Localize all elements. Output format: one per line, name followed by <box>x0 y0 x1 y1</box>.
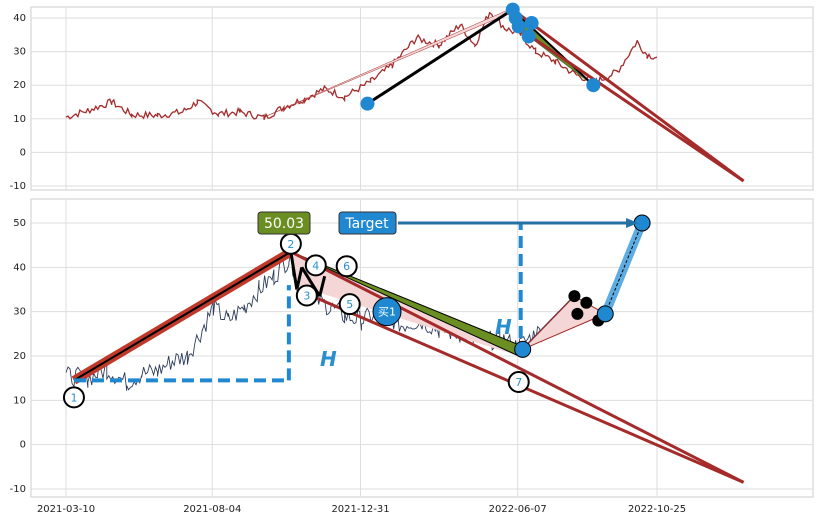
pivot-point <box>511 19 526 34</box>
x-tick-label: 2022-06-07 <box>489 504 547 515</box>
pattern-point-marker <box>335 255 358 278</box>
zigzag-segment <box>318 275 327 297</box>
channel-line <box>514 25 745 183</box>
y-tick-label: 0 <box>20 147 26 158</box>
pivot-point <box>586 78 601 93</box>
pattern-point-marker <box>62 386 85 409</box>
y-tick-label: 10 <box>13 395 26 406</box>
x-tick-label: 2021-03-10 <box>37 504 95 515</box>
y-tick-label: 40 <box>13 262 26 273</box>
channel-line <box>290 250 745 484</box>
pivot-point <box>360 96 375 111</box>
target-box <box>338 211 397 235</box>
height-label-left: H <box>320 347 337 371</box>
pattern-point-label: 1 <box>70 391 77 404</box>
panel-frame <box>30 6 814 191</box>
uptrend-line <box>73 250 292 382</box>
y-tick-label: 0 <box>20 440 26 451</box>
buy-marker-label: 买1 <box>378 306 396 319</box>
buy-marker <box>372 297 402 327</box>
zigzag-segment <box>289 251 299 290</box>
pattern-point-label: 6 <box>343 260 350 273</box>
black-point <box>568 290 581 303</box>
channel-line <box>511 8 745 183</box>
black-point <box>571 307 584 320</box>
price-box-label: 50.03 <box>264 216 304 232</box>
pattern-point-label: 3 <box>303 290 310 303</box>
zigzag-segment <box>295 267 304 290</box>
y-tick-label: 30 <box>13 47 26 58</box>
y-tick-label: 50 <box>13 218 26 229</box>
blue-point <box>596 305 614 323</box>
price-line <box>65 11 658 121</box>
x-tick-label: 2021-12-31 <box>331 504 389 515</box>
target-box-label: Target <box>344 216 389 232</box>
pattern-point-marker <box>304 254 327 277</box>
pattern-point-marker <box>338 293 361 316</box>
y-tick-label: 10 <box>13 114 26 125</box>
y-tick-label: 20 <box>13 80 26 91</box>
height-label-right: H <box>495 315 512 339</box>
panel-frame <box>30 198 814 498</box>
pivot-point <box>521 29 536 44</box>
x-tick-label: 2022-10-25 <box>628 504 686 515</box>
y-tick-label: -10 <box>10 181 26 192</box>
x-tick-label: 2021-08-04 <box>183 504 241 515</box>
pattern-point-label: 7 <box>515 376 522 389</box>
bottom-panel: -10 0 10 20 30 40 50 2021-03-10 2021-08-04 2021-1… <box>10 198 814 515</box>
pattern-point-label: 4 <box>312 259 319 272</box>
pivot-point <box>524 16 539 31</box>
y-tick-label: 30 <box>13 307 26 318</box>
y-tick-label: 20 <box>13 351 26 362</box>
pattern-point-marker <box>295 284 318 307</box>
top-panel: -10 0 10 20 30 40 <box>10 2 814 192</box>
y-tick-label: -10 <box>10 484 26 495</box>
pattern-point-label: 2 <box>287 238 294 251</box>
price-box <box>257 211 311 235</box>
black-point <box>580 296 593 309</box>
pattern-point-label: 5 <box>346 298 353 311</box>
y-tick-label: 40 <box>13 13 26 24</box>
target-projection <box>604 222 643 315</box>
trend-line <box>366 8 514 105</box>
target-arrowhead <box>626 218 639 228</box>
pattern-point-marker <box>507 371 530 393</box>
